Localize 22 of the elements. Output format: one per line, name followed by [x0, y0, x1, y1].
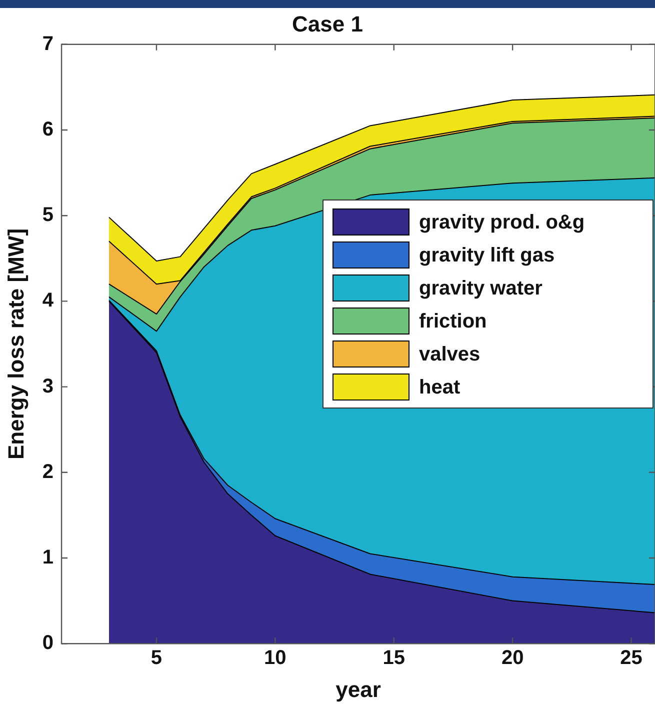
legend-label: gravity prod. o&g	[419, 212, 585, 234]
legend-label: heat	[419, 376, 460, 399]
legend-label: friction	[419, 310, 487, 333]
y-axis-title: Energy loss rate [MW]	[3, 228, 28, 460]
x-axis-title: year	[336, 676, 382, 702]
x-tick-label: 15	[382, 647, 405, 670]
x-tick-label: 10	[264, 647, 286, 670]
legend-label: gravity lift gas	[419, 244, 555, 267]
x-tick-label: 25	[620, 647, 642, 670]
chart-title: Case 1	[292, 11, 363, 36]
x-tick-label: 5	[150, 647, 162, 670]
y-tick-label: 7	[42, 32, 54, 55]
legend-label: gravity water	[419, 278, 543, 300]
y-tick-label: 4	[42, 290, 54, 312]
x-tick-label: 20	[501, 647, 524, 670]
legend-label: valves	[419, 344, 480, 366]
y-tick-label: 2	[42, 460, 54, 483]
y-tick-label: 3	[42, 375, 54, 398]
y-tick-label: 1	[42, 546, 54, 569]
y-tick-label: 6	[42, 118, 54, 141]
y-tick-label: 0	[42, 632, 54, 654]
y-tick-label: 5	[42, 204, 54, 226]
